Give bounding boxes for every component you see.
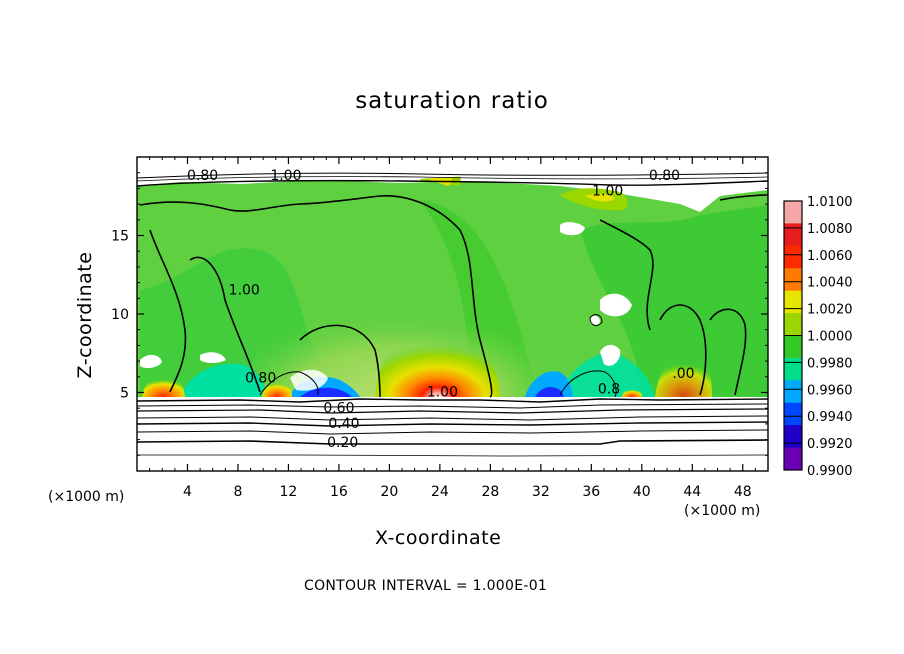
colorbar-segment bbox=[784, 290, 802, 314]
contour-label: 0.80 bbox=[187, 168, 218, 184]
colorbar-segment bbox=[784, 245, 802, 269]
colorbar-segment bbox=[784, 201, 802, 224]
contour-label: 0.60 bbox=[323, 400, 354, 416]
y-tick-label: 15 bbox=[111, 229, 129, 245]
contour-label: 0.80 bbox=[649, 168, 680, 184]
colorbar-segment bbox=[784, 447, 802, 471]
saturation-field bbox=[137, 157, 768, 471]
colorbar-label: 0.9960 bbox=[807, 383, 853, 398]
contour-label: 0.40 bbox=[328, 416, 359, 432]
colorbar-segment bbox=[784, 425, 802, 449]
colorbar-label: 0.9900 bbox=[807, 464, 853, 479]
y-tick-label: 10 bbox=[111, 307, 129, 323]
contour-interval-note: CONTOUR INTERVAL = 1.000E-01 bbox=[304, 578, 548, 594]
colorbar-segment bbox=[784, 223, 802, 247]
colorbar-label: 0.9920 bbox=[807, 437, 853, 452]
x-tick-label: 16 bbox=[330, 484, 348, 500]
contour-label: 1.00 bbox=[427, 385, 458, 401]
colorbar-segment bbox=[784, 357, 802, 381]
colorbar-label: 0.9980 bbox=[807, 356, 853, 371]
colorbar-segment bbox=[784, 313, 802, 336]
y-tick-label: 5 bbox=[120, 386, 129, 402]
contour-label: 1.00 bbox=[592, 184, 623, 200]
y-axis-ticks: 5 10 15 bbox=[111, 172, 768, 456]
colorbar-segment bbox=[784, 335, 802, 359]
colorbar-segment bbox=[784, 268, 802, 292]
x-tick-label: 32 bbox=[532, 484, 550, 500]
x-tick-label: 36 bbox=[582, 484, 600, 500]
x-axis-title: X-coordinate bbox=[375, 527, 502, 549]
x-tick-label: 40 bbox=[633, 484, 651, 500]
colorbar-label: 0.9940 bbox=[807, 410, 853, 425]
contour-label: 0.80 bbox=[245, 371, 276, 387]
colorbar-label: 1.0060 bbox=[807, 249, 853, 264]
colorbar-label: 1.0020 bbox=[807, 303, 853, 318]
colorbar-label: 1.0080 bbox=[807, 222, 853, 237]
x-tick-label: 44 bbox=[683, 484, 701, 500]
contour-lines bbox=[137, 172, 768, 457]
colorbar-label: 1.0040 bbox=[807, 276, 853, 291]
x-unit-label-right: (×1000 m) bbox=[684, 503, 761, 519]
colorbar-segment bbox=[784, 402, 802, 426]
contour-label: 0.8 bbox=[598, 382, 620, 398]
x-tick-label: 12 bbox=[280, 484, 298, 500]
contour-label: 0.20 bbox=[327, 435, 358, 451]
chart-title: saturation ratio bbox=[355, 88, 549, 114]
x-tick-label: 24 bbox=[431, 484, 449, 500]
colorbar-label: 1.0100 bbox=[807, 195, 853, 210]
x-tick-label: 4 bbox=[183, 484, 192, 500]
colorbar-segment bbox=[784, 380, 802, 404]
x-tick-label: 8 bbox=[233, 484, 242, 500]
x-tick-label: 28 bbox=[481, 484, 499, 500]
x-tick-label: 20 bbox=[380, 484, 398, 500]
contour-label-group: 0.80 1.00 1.00 0.80 1.00 0.80 1.00 0.600.40 0.20… bbox=[187, 168, 695, 451]
contour-label: 1.00 bbox=[270, 168, 301, 184]
x-axis-ticks: 4 8 12 16 20 24 28 32 36 40 44 48 bbox=[149, 157, 756, 500]
colorbar-label: 1.0000 bbox=[807, 330, 853, 345]
contour-label: 1.00 bbox=[229, 283, 260, 299]
contour-label: .00 bbox=[672, 366, 694, 382]
colorbar: 1.0100 1.0080 1.0060 1.0040 1.0020 1.0000 0.99… bbox=[783, 195, 853, 479]
x-tick-label: 48 bbox=[734, 484, 752, 500]
x-unit-label-left: (×1000 m) bbox=[48, 489, 125, 505]
